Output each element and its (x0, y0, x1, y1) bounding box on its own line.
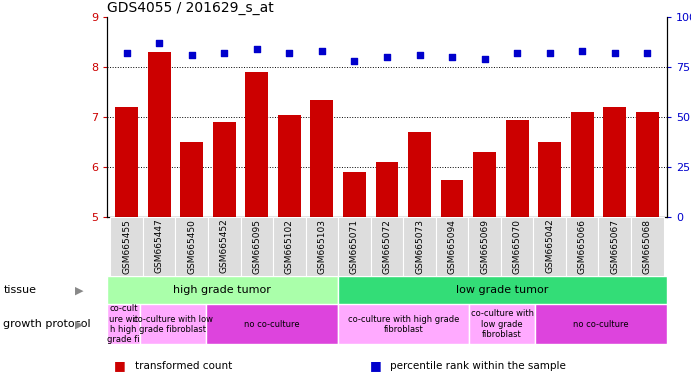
Bar (404, 217, 436, 276)
Text: high grade tumor: high grade tumor (173, 285, 272, 295)
Bar (571, 112, 594, 217)
Bar (376, 162, 398, 217)
Bar (468, 217, 501, 276)
Text: GSM665070: GSM665070 (513, 219, 522, 274)
Text: co-cult
ure wit
h high
grade fi: co-cult ure wit h high grade fi (107, 304, 140, 344)
Text: GSM665042: GSM665042 (545, 219, 554, 273)
Bar (338, 304, 469, 344)
Text: ■: ■ (370, 359, 381, 372)
Text: GSM665066: GSM665066 (578, 219, 587, 274)
Text: GSM665447: GSM665447 (155, 219, 164, 273)
Bar (338, 276, 667, 304)
Text: GSM665452: GSM665452 (220, 219, 229, 273)
Bar (535, 304, 667, 344)
Bar (636, 112, 659, 217)
Text: no co-culture: no co-culture (244, 320, 299, 329)
Bar (473, 152, 496, 217)
Point (446, 54, 457, 60)
Text: ▶: ▶ (75, 319, 84, 329)
Point (414, 52, 425, 58)
Text: GDS4055 / 201629_s_at: GDS4055 / 201629_s_at (107, 1, 274, 15)
Bar (176, 217, 208, 276)
Text: growth protocol: growth protocol (3, 319, 91, 329)
Bar (148, 52, 171, 217)
Bar (538, 142, 561, 217)
Bar (305, 217, 338, 276)
Text: co-culture with
low grade
fibroblast: co-culture with low grade fibroblast (471, 310, 533, 339)
Text: low grade tumor: low grade tumor (456, 285, 549, 295)
Bar (441, 180, 464, 217)
Bar (273, 217, 305, 276)
Text: GSM665073: GSM665073 (415, 219, 424, 274)
Text: GSM665071: GSM665071 (350, 219, 359, 274)
Bar (566, 217, 598, 276)
Bar (107, 276, 338, 304)
Bar (469, 304, 535, 344)
Bar (240, 217, 273, 276)
Text: tissue: tissue (3, 285, 37, 295)
Bar (506, 120, 529, 217)
Text: no co-culture: no co-culture (573, 320, 629, 329)
Text: ■: ■ (114, 359, 126, 372)
Text: GSM665069: GSM665069 (480, 219, 489, 274)
Bar (208, 217, 240, 276)
Point (153, 40, 164, 46)
Point (219, 50, 230, 56)
Point (479, 56, 490, 62)
Text: ▶: ▶ (75, 285, 84, 295)
Point (609, 50, 621, 56)
Bar (310, 100, 333, 217)
Point (642, 50, 653, 56)
Text: transformed count: transformed count (135, 361, 232, 371)
Bar (213, 122, 236, 217)
Bar (245, 72, 268, 217)
Bar (343, 172, 366, 217)
Point (316, 48, 328, 54)
Bar (598, 217, 631, 276)
Bar (408, 132, 431, 217)
Point (284, 50, 295, 56)
Text: percentile rank within the sample: percentile rank within the sample (390, 361, 567, 371)
Bar (631, 217, 663, 276)
Bar (338, 217, 370, 276)
Bar (501, 217, 533, 276)
Text: GSM665067: GSM665067 (610, 219, 619, 274)
Point (577, 48, 588, 54)
Bar (143, 217, 176, 276)
Text: co-culture with low
grade fibroblast: co-culture with low grade fibroblast (133, 314, 213, 334)
Text: GSM665094: GSM665094 (448, 219, 457, 274)
Bar (206, 304, 338, 344)
Point (349, 58, 360, 64)
Text: GSM665095: GSM665095 (252, 219, 261, 274)
Bar (140, 304, 206, 344)
Text: co-culture with high grade
fibroblast: co-culture with high grade fibroblast (348, 314, 459, 334)
Bar (107, 304, 140, 344)
Text: GSM665068: GSM665068 (643, 219, 652, 274)
Text: GSM665072: GSM665072 (382, 219, 392, 274)
Text: GSM665450: GSM665450 (187, 219, 196, 274)
Text: GSM665455: GSM665455 (122, 219, 131, 274)
Point (511, 50, 522, 56)
Point (544, 50, 555, 56)
Bar (603, 107, 626, 217)
Bar (180, 142, 203, 217)
Bar (115, 107, 138, 217)
Bar (436, 217, 468, 276)
Text: GSM665103: GSM665103 (317, 219, 326, 274)
Point (381, 54, 392, 60)
Bar (278, 115, 301, 217)
Bar (111, 217, 143, 276)
Bar (533, 217, 566, 276)
Bar (370, 217, 404, 276)
Point (121, 50, 132, 56)
Point (252, 46, 263, 52)
Text: GSM665102: GSM665102 (285, 219, 294, 274)
Point (186, 52, 197, 58)
